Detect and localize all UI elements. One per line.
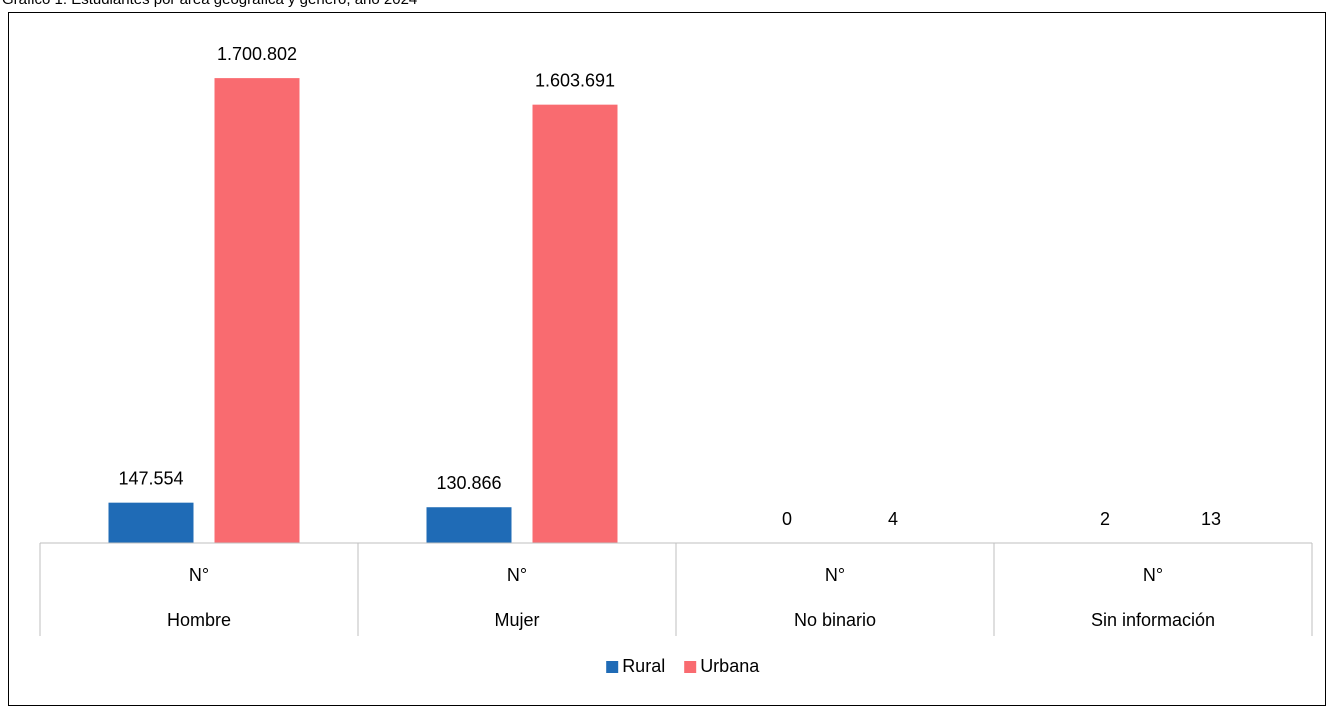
data-label-rural-4: 2 <box>1100 509 1110 529</box>
legend-swatch-urbana <box>684 661 696 673</box>
bar-urbana-2 <box>533 105 618 543</box>
data-label-urbana-2: 1.603.691 <box>535 71 615 91</box>
category-label-1: Hombre <box>167 610 231 630</box>
data-label-rural-2: 130.866 <box>436 473 501 493</box>
legend-label-urbana: Urbana <box>700 656 760 676</box>
legend-swatch-rural <box>606 661 618 673</box>
data-label-urbana-4: 13 <box>1201 509 1221 529</box>
data-label-urbana-3: 4 <box>888 509 898 529</box>
category-sublabel-1: N° <box>189 565 209 585</box>
category-label-3: No binario <box>794 610 876 630</box>
data-label-rural-3: 0 <box>782 509 792 529</box>
data-label-urbana-1: 1.700.802 <box>217 44 297 64</box>
category-sublabel-2: N° <box>507 565 527 585</box>
category-sublabel-4: N° <box>1143 565 1163 585</box>
bar-rural-2 <box>427 507 512 543</box>
category-label-2: Mujer <box>494 610 539 630</box>
data-label-rural-1: 147.554 <box>118 469 183 489</box>
category-label-4: Sin información <box>1091 610 1215 630</box>
bar-urbana-1 <box>215 78 300 543</box>
bar-rural-1 <box>109 503 194 543</box>
legend-label-rural: Rural <box>622 656 665 676</box>
category-sublabel-3: N° <box>825 565 845 585</box>
